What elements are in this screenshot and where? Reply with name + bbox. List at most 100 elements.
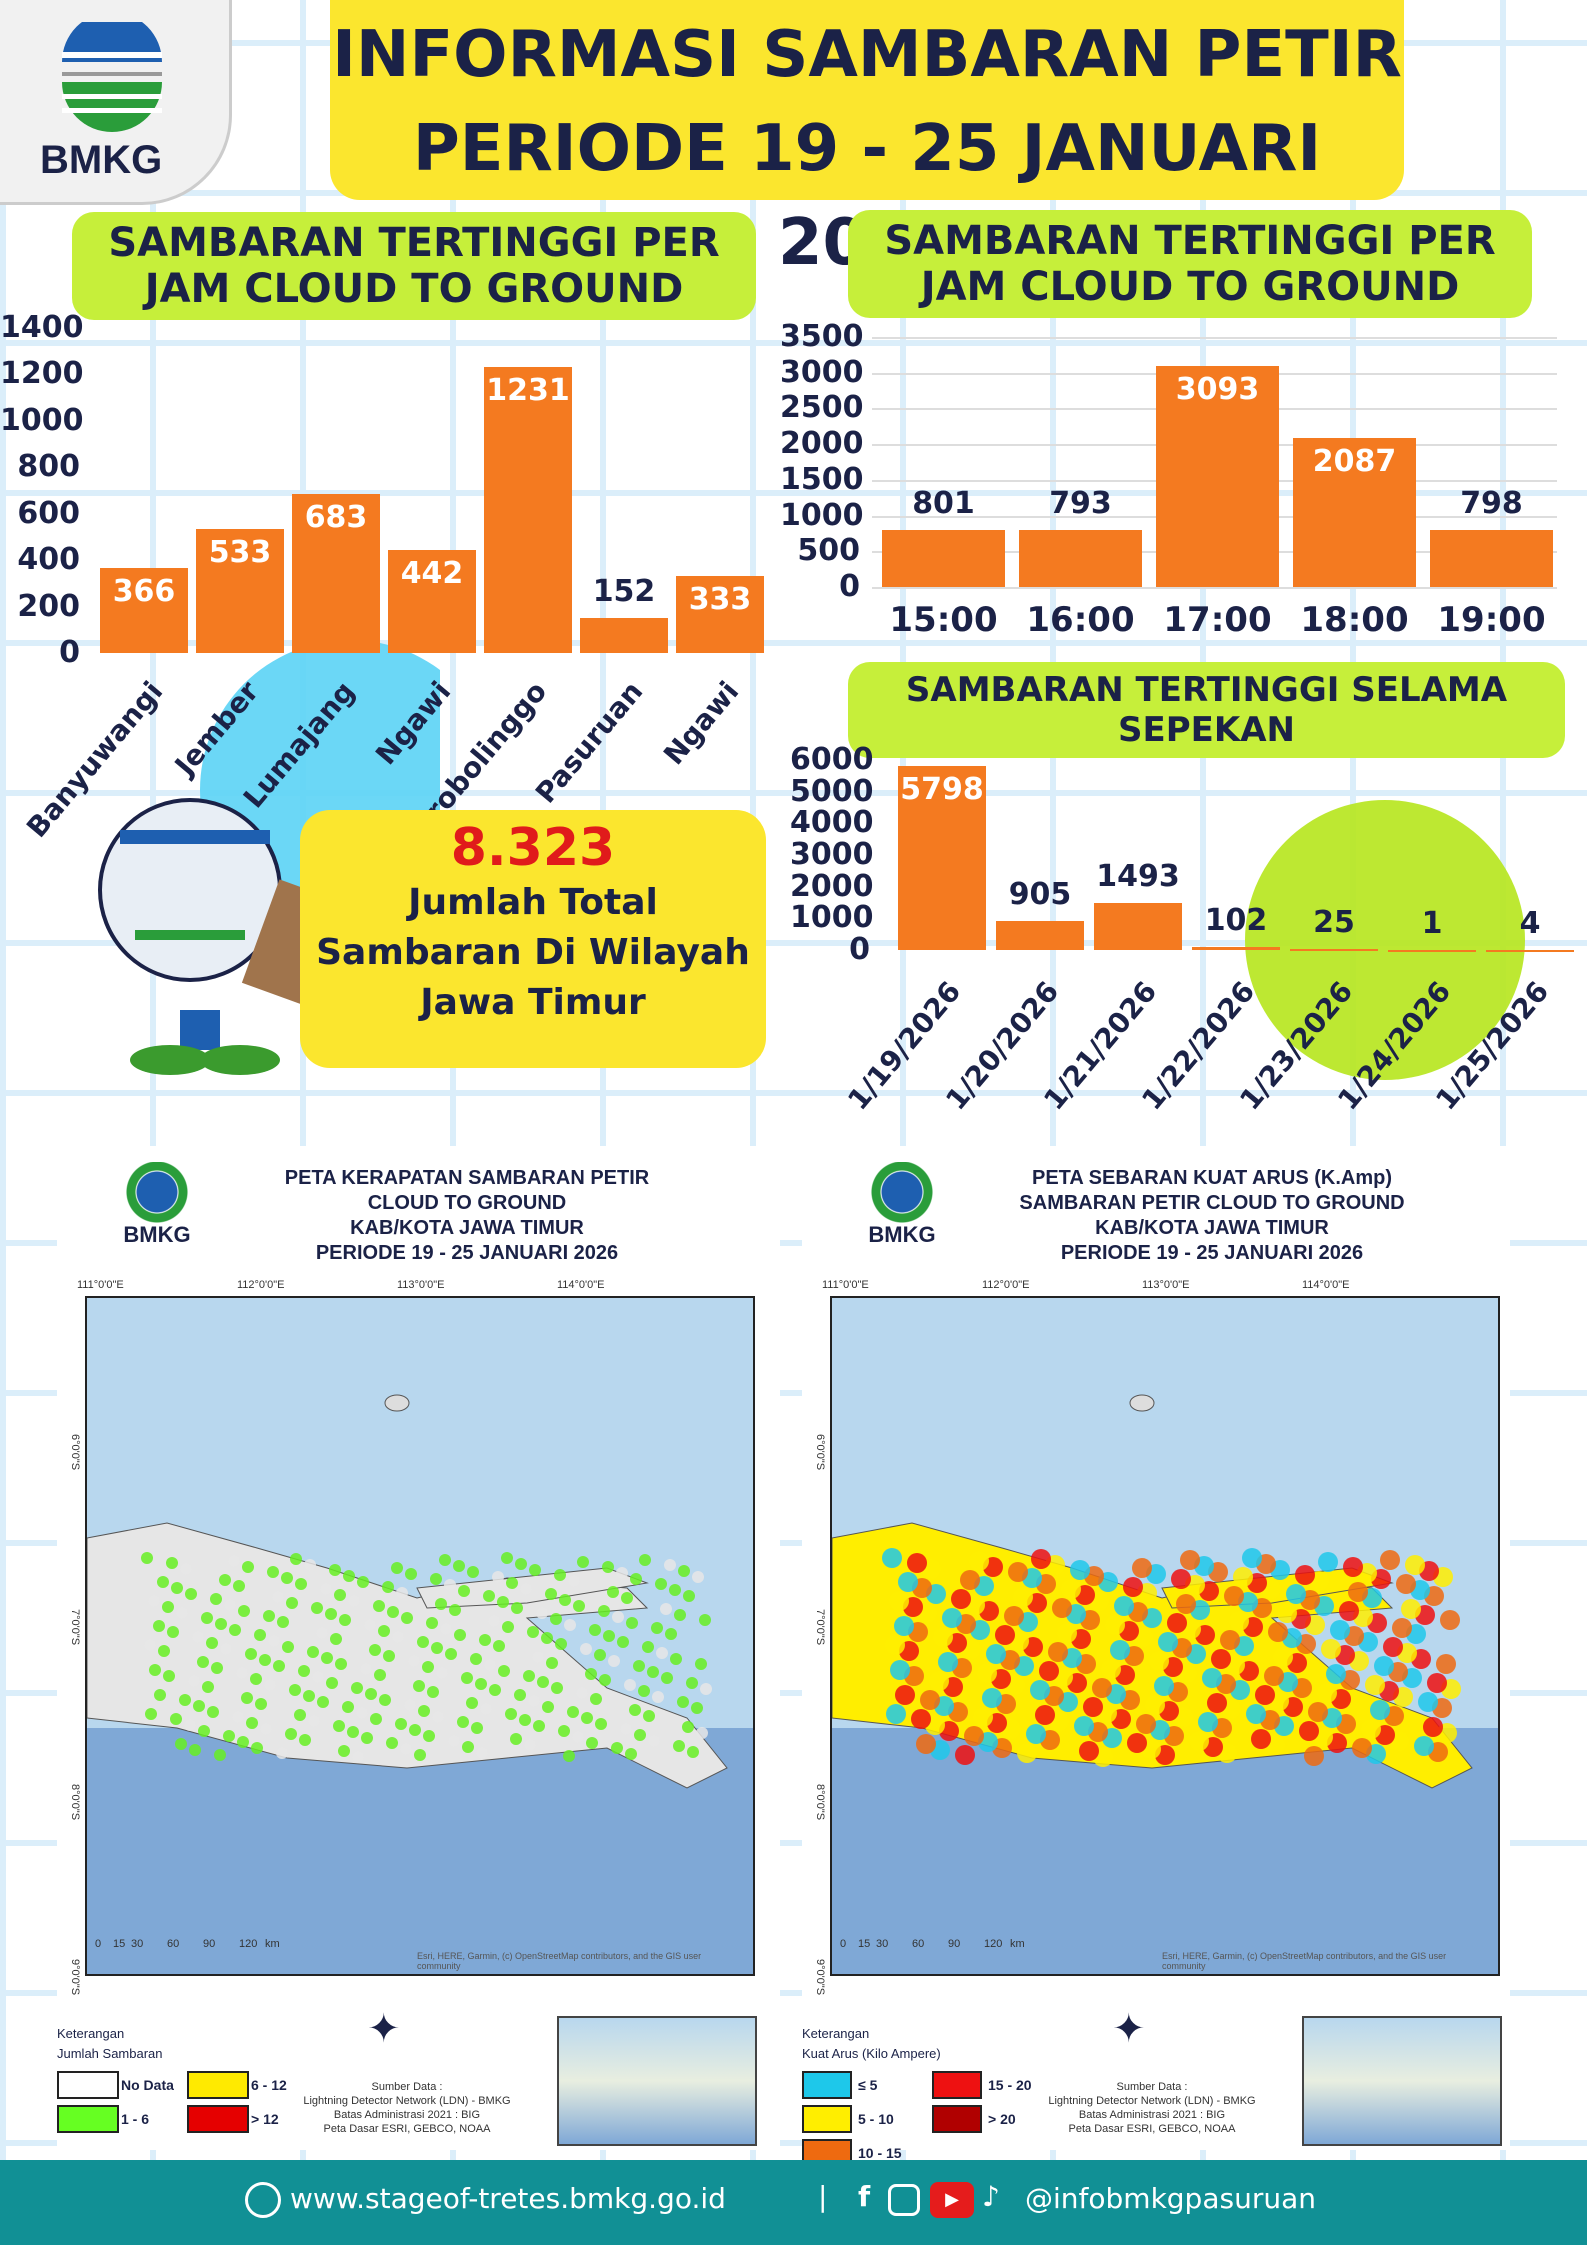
y-tick-label: 0 [59,635,80,670]
strike-point [528,1695,540,1707]
strike-point [573,1600,585,1612]
strike-point [277,1616,289,1628]
value-label: 801 [912,485,975,521]
strike-point [563,1750,575,1762]
strike-point [1370,1700,1390,1720]
strike-point [577,1556,589,1568]
strike-point [444,1579,456,1591]
strike-point [590,1693,602,1705]
strike-point [527,1626,539,1638]
strike-point [356,1707,368,1719]
strike-point [193,1700,205,1712]
map-title-line: PERIODE 19 - 25 JANUARI 2026 [1060,1242,1364,1264]
strike-point [426,1617,438,1629]
strike-point [180,1563,192,1575]
strike-point [1427,1673,1447,1693]
facebook-icon[interactable]: f [858,2180,871,2213]
bmkg-logo: BMKG [0,0,232,205]
lon-tick-label: 114°0'0"E [1302,1279,1350,1291]
strike-point [673,1740,685,1752]
strike-point [259,1654,271,1666]
strike-point [342,1701,354,1713]
strike-point [498,1665,510,1677]
strike-point [461,1672,473,1684]
strike-point [617,1636,629,1648]
map-credit: Esri, HERE, Garmin, (c) OpenStreetMap co… [1162,1951,1447,1971]
strike-point [1114,1596,1134,1616]
compass-rose-icon: ✦ [367,2006,401,2052]
strike-point [501,1552,513,1564]
value-label: 366 [112,574,176,610]
tiktok-icon[interactable]: ♪ [982,2180,1000,2213]
strike-point [572,1731,584,1743]
strike-point [532,1651,544,1663]
y-tick-label: 3000 [790,837,874,872]
strike-point [1132,1558,1152,1578]
website-link[interactable]: www.stageof-tretes.bmkg.go.id [290,2182,726,2215]
strike-point [890,1660,910,1680]
source-text: Sumber Data : [371,2081,443,2093]
total-label-1: Jumlah Total [408,882,658,923]
value-label: 793 [1049,486,1112,522]
strike-point [567,1706,579,1718]
y-tick-label: 1000 [790,900,874,936]
strike-point [236,1667,248,1679]
strike-point [166,1557,178,1569]
strike-point [307,1646,319,1658]
strike-point [311,1602,323,1614]
strike-point [651,1622,663,1634]
strike-point [511,1602,523,1614]
source-text: Batas Administrasi 2021 : BIG [333,2109,481,2121]
scale-bar-label: 30 [876,1938,889,1950]
strike-point [541,1632,553,1644]
strike-point [630,1573,642,1585]
strike-point [453,1560,465,1572]
title-line-1: INFORMASI SAMBARAN PETIR [332,18,1402,92]
strike-point [616,1567,628,1579]
strike-point [396,1587,408,1599]
strike-point [1017,1743,1037,1763]
youtube-icon[interactable]: ▶ [930,2182,974,2218]
footer: www.stageof-tretes.bmkg.go.id | f ▶ ♪ @i… [0,2160,1587,2245]
y-tick-label: 1000 [780,497,864,533]
strike-point [638,1685,650,1697]
map-logo: BMKG [862,1162,942,1248]
strike-point [223,1730,235,1742]
map-logo: BMKG [117,1162,197,1248]
strike-point [228,1555,240,1567]
source-text: Sumber Data : [1116,2081,1188,2093]
strike-point [272,1591,284,1603]
social-handle[interactable]: @infobmkgpasuruan [1025,2182,1316,2215]
lon-tick-label: 112°0'0"E [982,1279,1030,1291]
strike-point [964,1726,984,1746]
strike-point [414,1749,426,1761]
strike-point [298,1665,310,1677]
strike-point [1339,1601,1359,1621]
strike-point [254,1629,266,1641]
strike-point [144,1639,156,1651]
strike-point [378,1625,390,1637]
value-label: 1493 [1096,858,1180,894]
strike-point [1127,1733,1147,1753]
strike-point [1321,1639,1341,1659]
strike-point [492,1571,504,1583]
strike-point [233,1580,245,1592]
legend-swatch [802,2105,852,2133]
strike-point [470,1653,482,1665]
strike-point [1052,1598,1072,1618]
strike-point [611,1742,623,1754]
strike-point [911,1709,931,1729]
logo-text: BMKG [40,138,163,182]
strike-point [933,1627,953,1647]
bar [196,529,284,653]
strike-point [656,1647,668,1659]
strike-point [352,1751,364,1763]
total-value: 8.323 [450,818,616,878]
strike-point [383,1650,395,1662]
y-tick-label: 1200 [0,356,84,392]
map-title-line: KAB/KOTA JAWA TIMUR [350,1217,584,1239]
map-title-line: KAB/KOTA JAWA TIMUR [1095,1217,1329,1239]
value-label: 798 [1460,486,1523,521]
strike-point [286,1597,298,1609]
instagram-icon[interactable] [888,2184,920,2216]
